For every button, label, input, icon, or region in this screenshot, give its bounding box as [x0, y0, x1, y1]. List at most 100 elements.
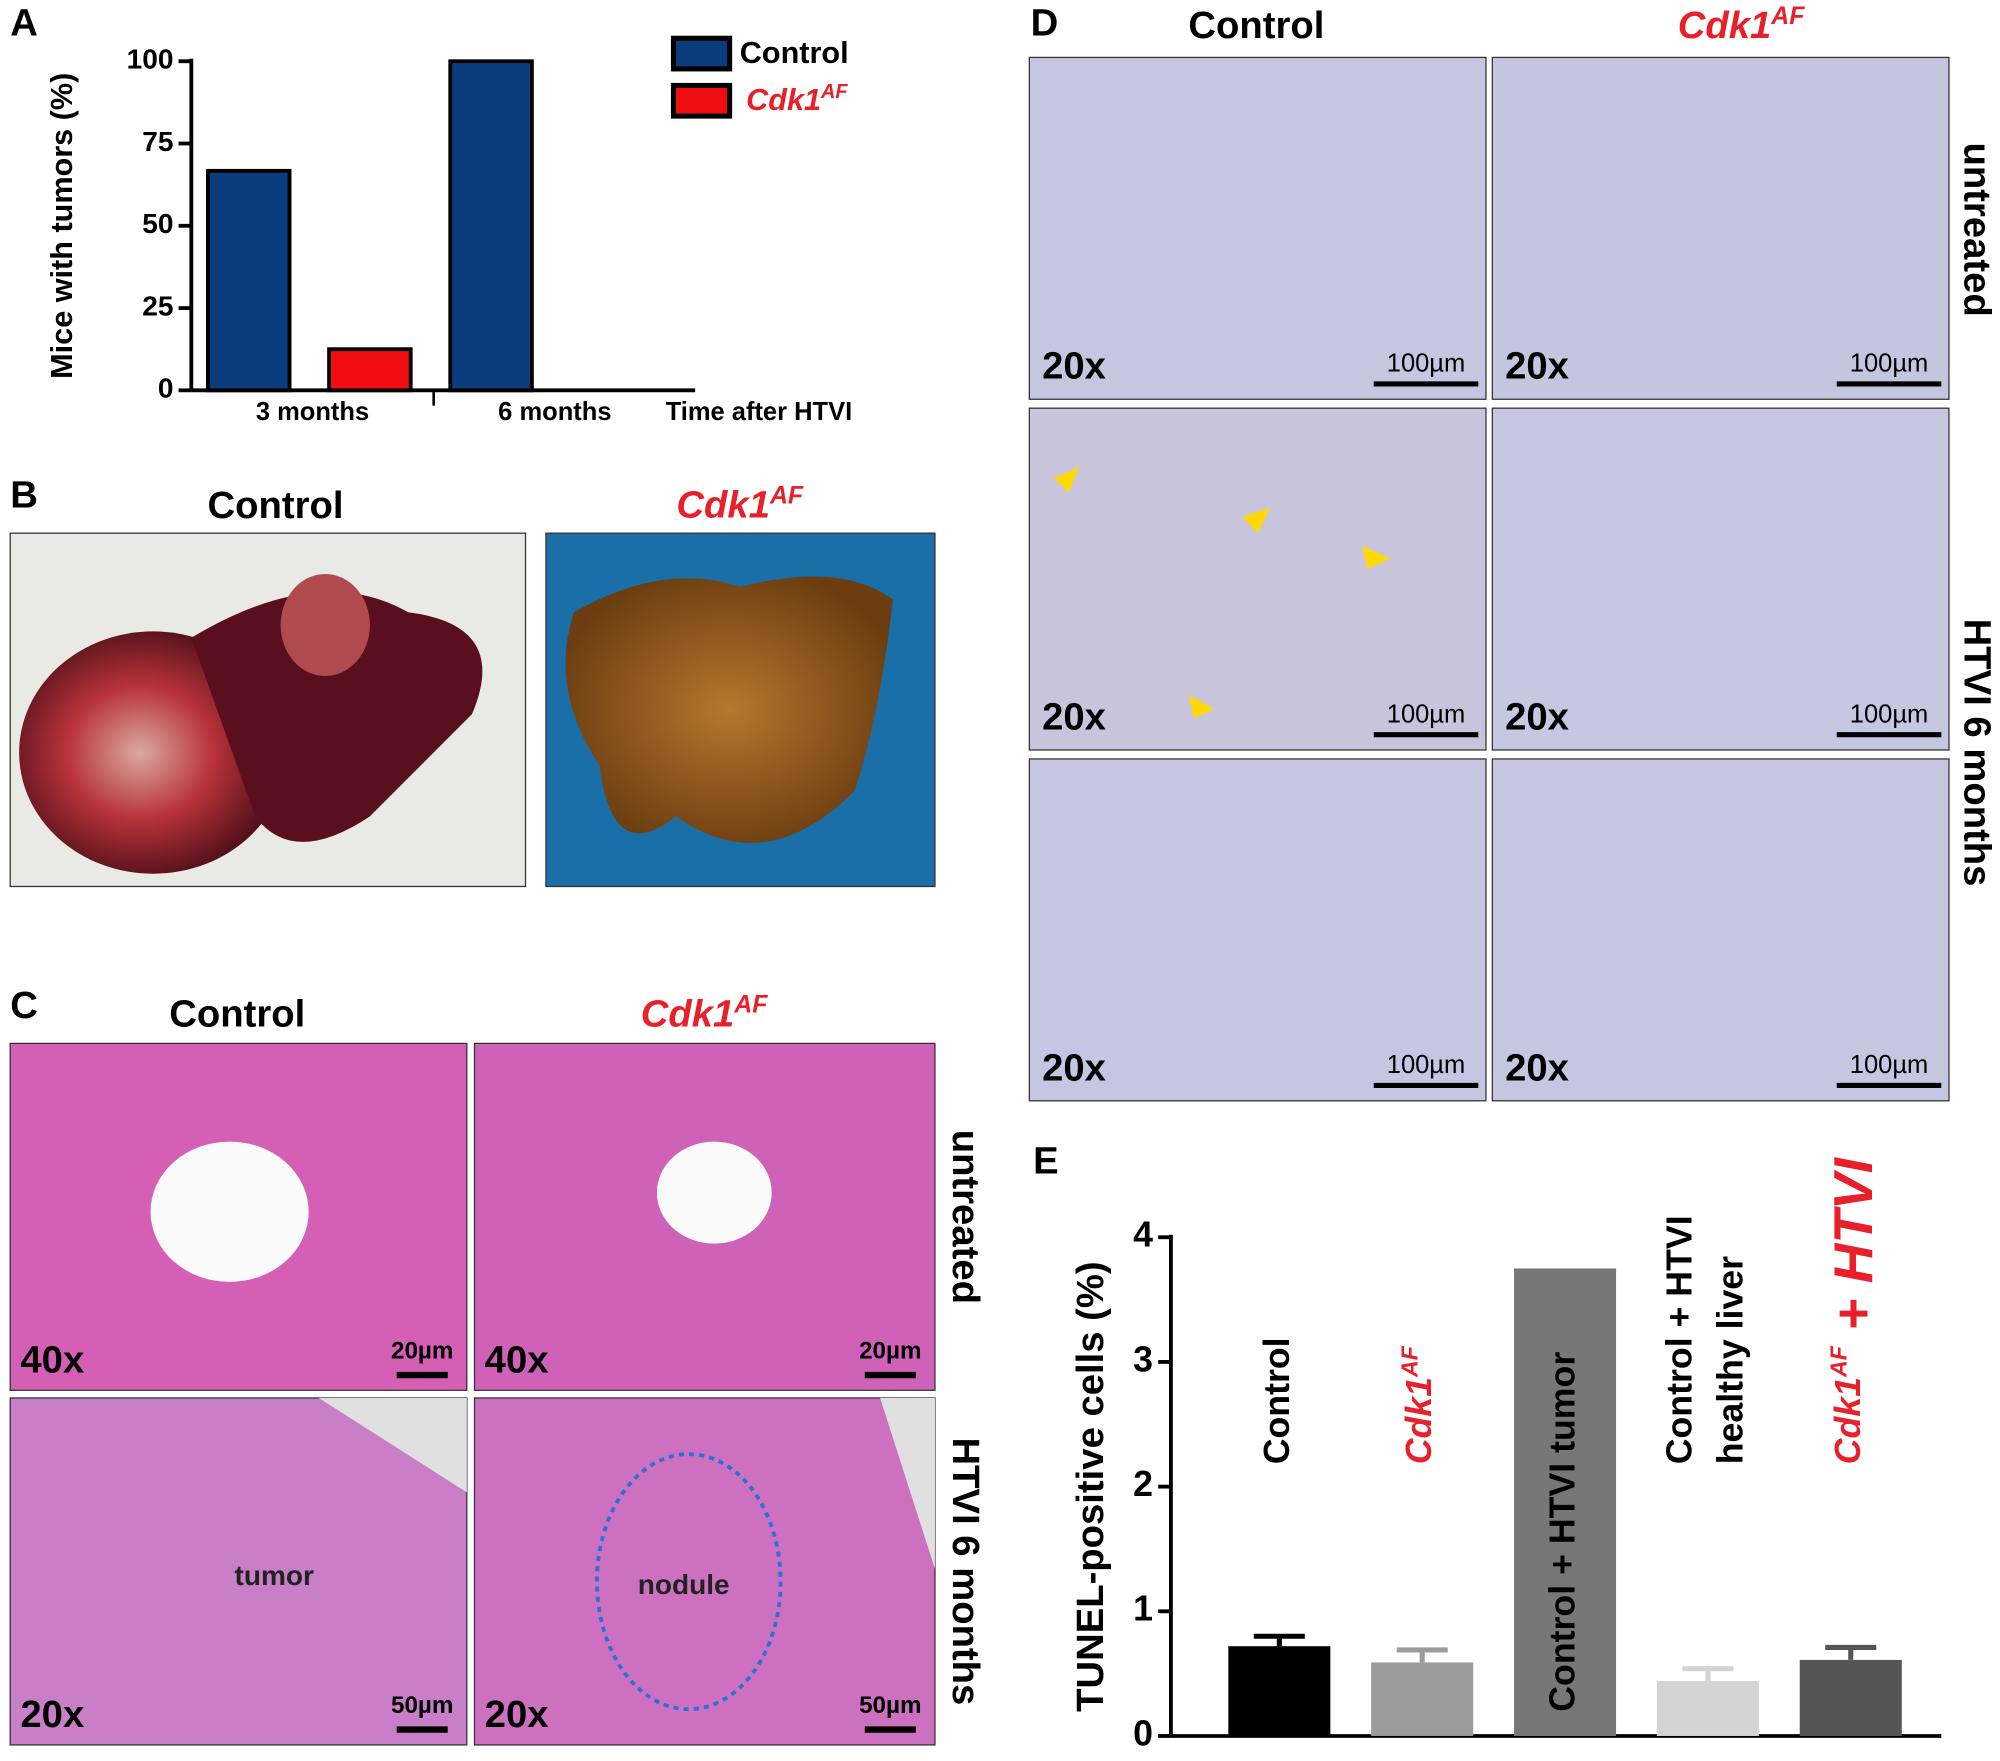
magnification: 20x [1505, 345, 1569, 388]
text-superscript: AF [1770, 1, 1805, 29]
text-base: Cdk1 [746, 83, 821, 117]
micrograph-grid [9, 1042, 936, 1746]
arrowhead [1053, 466, 1080, 493]
bar [1656, 1681, 1759, 1736]
y-axis-label: Mice with tumors (%) [45, 73, 79, 379]
panel-letter: A [10, 2, 38, 45]
y-tick-label: 2 [1133, 1464, 1153, 1504]
magnification: 20x [1042, 345, 1106, 388]
annotation: tumor [235, 1560, 315, 1591]
column-title: Control [208, 484, 344, 527]
photo-liver [565, 576, 893, 843]
background [880, 1397, 935, 1569]
scale-bar-label: 100µm [1850, 700, 1928, 728]
magnification: 20x [1505, 696, 1569, 739]
magnification: 20x [1042, 1046, 1106, 1089]
scale-bar-label: 100µm [1850, 1051, 1928, 1079]
magnification: 20x [485, 1693, 549, 1736]
panel-letter: C [10, 984, 38, 1027]
text-base: Cdk1 [1828, 1377, 1868, 1464]
column-title: Control [1188, 4, 1324, 47]
error-bar [1682, 1666, 1734, 1682]
vessel [150, 1141, 309, 1282]
text-base: Cdk1 [641, 993, 735, 1036]
x-axis-label: Time after HTVI [666, 398, 853, 426]
micrograph [1028, 758, 1487, 1102]
panel-letter: B [10, 474, 38, 517]
panel-letter: E [1033, 1139, 1059, 1182]
magnification: 20x [20, 1693, 84, 1736]
bar [327, 347, 413, 393]
y-tick-label: 25 [142, 290, 173, 321]
x-tick-label: 3 months [256, 398, 369, 426]
bar [1228, 1646, 1331, 1736]
nodule-outline [595, 1452, 783, 1712]
row-label: HTVI 6 months [944, 1438, 987, 1706]
scale-bar-label: 100µm [1387, 700, 1465, 728]
text-line: Control + HTVI [1660, 1215, 1700, 1464]
y-axis-label: TUNEL-positive cells (%) [1069, 1261, 1112, 1712]
bar [1514, 1268, 1617, 1736]
text-superscript: AF [733, 990, 768, 1018]
text-base: Cdk1 [1400, 1377, 1440, 1464]
micrograph [473, 1397, 936, 1746]
scale-bar-label: 50µm [391, 1692, 453, 1719]
magnification: 40x [485, 1338, 549, 1381]
y-tick-label: 100 [127, 44, 174, 75]
legend-label: Control [740, 36, 849, 70]
y-tick-label: 0 [158, 373, 174, 404]
panel-letter: D [1031, 2, 1059, 45]
background [318, 1397, 467, 1493]
text-rest: + HTVI [1821, 1156, 1883, 1346]
x-tick-label: Control [1257, 1337, 1297, 1464]
scale-bar-label: 100µm [1850, 350, 1928, 378]
magnification: 20x [1505, 1046, 1569, 1089]
column-title: Cdk1AF [1678, 1, 1805, 47]
y-tick-label: 1 [1133, 1589, 1153, 1629]
bar [205, 168, 292, 393]
y-tick-label: 4 [1133, 1215, 1153, 1255]
legend-swatch [670, 82, 733, 119]
column-title: Control [169, 993, 305, 1036]
error-bar [1825, 1644, 1877, 1660]
x-tick-label: Control + HTVI healthy liver [1660, 1215, 1751, 1464]
micrograph [1491, 56, 1950, 400]
y-tick-label: 75 [142, 126, 173, 157]
x-tick-label: Cdk1AF + HTVI [1821, 1156, 1883, 1464]
arrowhead [1188, 695, 1215, 719]
x-tick-label: 6 months [498, 398, 611, 426]
row-label: HTVI 6 months [1955, 619, 1998, 887]
error-bar [1253, 1633, 1305, 1647]
scale-bar-label: 50µm [859, 1692, 921, 1719]
text-base: Cdk1 [1678, 4, 1772, 47]
micrograph-grid [1028, 56, 1950, 1102]
text-base: Cdk1 [676, 484, 770, 527]
legend-swatch [670, 35, 733, 72]
text-superscript: AF [769, 481, 804, 509]
vessel [656, 1141, 772, 1244]
magnification: 20x [1042, 696, 1106, 739]
micrograph [1028, 407, 1487, 751]
photo-liver [191, 591, 483, 842]
arrowhead [1362, 545, 1391, 569]
legend-label: Cdk1AF [746, 81, 848, 117]
text-superscript: AF [1397, 1345, 1423, 1378]
row-label: untreated [1955, 142, 1998, 316]
y-tick-label: 0 [1133, 1713, 1153, 1753]
annotation: nodule [638, 1569, 730, 1600]
x-tick-label: Control + HTVI tumor [1542, 1352, 1582, 1712]
bar [448, 59, 534, 393]
text-superscript: AF [820, 81, 848, 103]
text-superscript: AF [1825, 1345, 1851, 1378]
magnification: 40x [20, 1338, 84, 1381]
y-tick-label: 50 [142, 208, 173, 239]
scale-bar-label: 100µm [1387, 350, 1465, 378]
scale-bar-label: 20µm [391, 1337, 453, 1364]
scale-bar-label: 100µm [1387, 1051, 1465, 1079]
photo-liver [280, 573, 370, 677]
micrograph [1491, 758, 1950, 1102]
y-tick-label: 3 [1133, 1339, 1153, 1379]
micrograph [9, 1397, 468, 1746]
column-title: Cdk1AF [676, 481, 803, 527]
